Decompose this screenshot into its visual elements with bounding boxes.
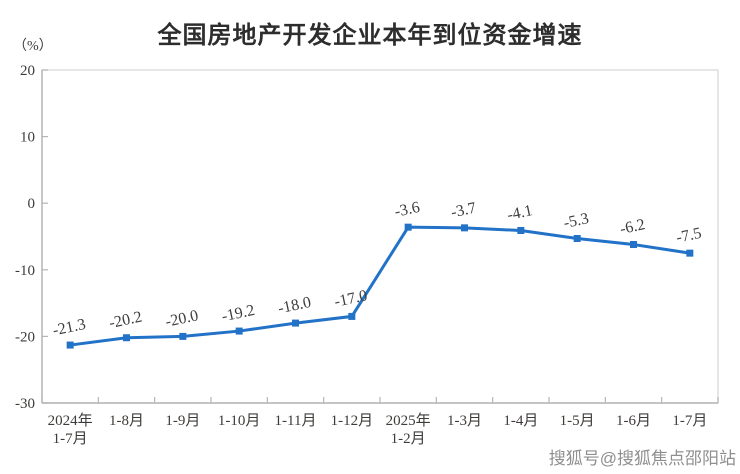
data-label: -6.2 <box>618 216 646 238</box>
y-tick-label: 10 <box>20 130 35 146</box>
data-label: -3.6 <box>393 199 421 221</box>
x-axis-label: 1-5月 <box>560 413 595 429</box>
data-point-marker <box>292 319 299 327</box>
data-point-marker <box>404 223 412 231</box>
data-point-marker <box>66 341 74 349</box>
data-point-marker <box>630 240 637 248</box>
x-axis-label: 1-7月 <box>672 413 707 429</box>
data-label: -17.0 <box>333 287 369 311</box>
data-label: -20.2 <box>107 309 143 333</box>
x-axis-label: 1-7月 <box>53 431 88 447</box>
x-axis-label: 2024年 <box>48 412 93 429</box>
x-axis-label: 1-8月 <box>109 413 144 429</box>
x-axis-label: 2025年 <box>386 412 431 429</box>
data-label: -7.5 <box>675 225 703 247</box>
data-point-marker <box>235 327 243 335</box>
watermark: 搜狐号@搜狐焦点邵阳站 <box>548 449 736 468</box>
data-label: -20.0 <box>164 307 200 331</box>
y-tick-label: -20 <box>15 329 35 345</box>
data-label: -18.0 <box>276 294 312 318</box>
x-axis-label: 1-11月 <box>275 413 317 429</box>
y-tick-label: 20 <box>20 63 35 79</box>
y-tick-label: -10 <box>15 263 35 279</box>
data-point-marker <box>461 224 468 232</box>
y-tick-label: 0 <box>28 196 36 212</box>
data-label: -4.1 <box>506 202 534 224</box>
x-axis-label: 1-9月 <box>165 413 200 429</box>
data-label: -19.2 <box>220 302 256 326</box>
x-axis-label: 1-6月 <box>616 413 651 429</box>
x-axis-label: 1-10月 <box>218 413 261 429</box>
data-point-marker <box>573 234 581 242</box>
chart-title: 全国房地产开发企业本年到位资金增速 <box>157 22 583 49</box>
data-point-marker <box>123 334 130 342</box>
x-axis-label: 1-2月 <box>391 431 426 447</box>
x-axis-label: 1-12月 <box>331 413 374 429</box>
plot-border <box>41 69 719 404</box>
x-axis-label: 1-3月 <box>447 413 482 429</box>
trend-line <box>69 225 691 347</box>
data-label: -21.3 <box>51 316 87 340</box>
data-point-marker <box>686 249 694 257</box>
data-label: -5.3 <box>562 210 590 232</box>
data-point-marker <box>348 312 356 320</box>
y-axis-unit-label: （%） <box>13 39 53 54</box>
data-label: -3.7 <box>449 199 477 221</box>
data-point-marker <box>517 227 525 235</box>
x-axis-label: 1-4月 <box>503 413 538 429</box>
data-point-marker <box>179 332 187 340</box>
y-tick-label: -30 <box>15 396 35 412</box>
